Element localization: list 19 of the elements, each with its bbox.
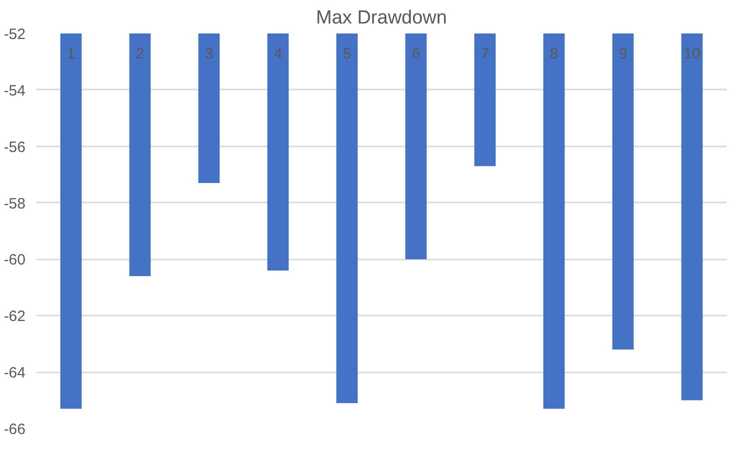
x-tick-label: 1: [66, 46, 76, 62]
x-tick-label: 4: [274, 46, 282, 62]
x-tick-label: 2: [136, 46, 144, 62]
y-tick-label: -52: [4, 26, 26, 43]
x-tick-label: 7: [480, 46, 490, 62]
y-tick-label: -54: [4, 82, 26, 100]
x-tick-label: 9: [618, 46, 628, 62]
x-tick-label: 8: [550, 46, 558, 62]
x-tick-label: 10: [684, 46, 700, 62]
y-tick-label: -60: [4, 252, 26, 269]
x-tick-label: 5: [342, 46, 352, 62]
x-tick-label: 6: [412, 46, 420, 62]
y-tick-label: -62: [4, 308, 26, 326]
y-tick-label: -64: [4, 364, 26, 382]
y-tick-label: -58: [4, 195, 26, 212]
x-tick-label: 3: [204, 46, 214, 62]
y-tick-label: -56: [4, 138, 26, 156]
chart-title: Max Drawdown: [316, 8, 447, 28]
y-tick-label: -66: [4, 421, 26, 438]
